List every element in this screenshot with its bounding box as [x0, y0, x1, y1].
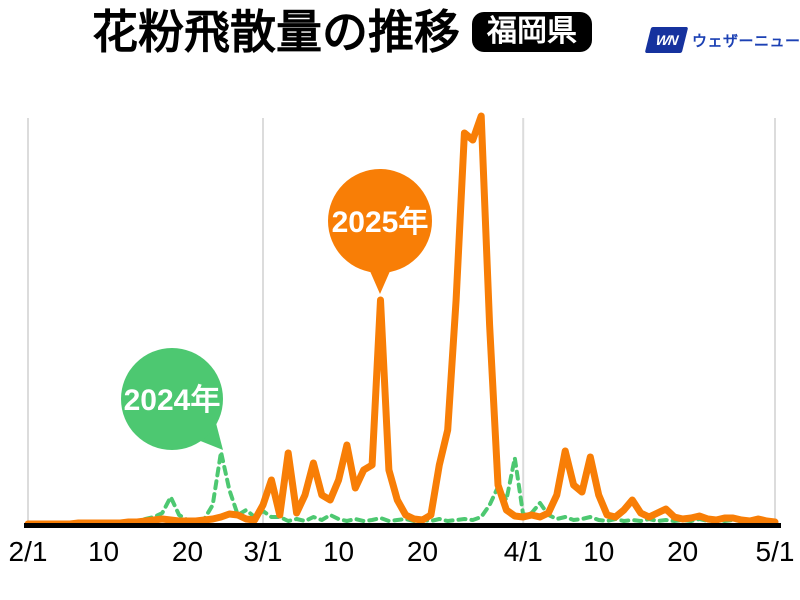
annotation-bubble-2025: 2025年 [328, 169, 432, 294]
wn-logo-letters: WN [654, 32, 679, 48]
gridlines-group [27, 118, 776, 525]
region-badge: 福岡県 [472, 12, 592, 52]
bubble-label: 2024年 [124, 384, 221, 417]
annotation-bubble-2024: 2024年 [121, 348, 223, 450]
series-line-2025 [24, 112, 779, 528]
wn-logo-icon: WN [644, 27, 689, 53]
annotation-bubbles-group: 2024年 2025年 [121, 169, 432, 450]
page-title: 花粉飛散量の推移 [92, 6, 460, 58]
x-axis-group [24, 523, 781, 528]
bubble-circle [121, 348, 223, 450]
bubble-tail [193, 423, 223, 450]
header: 花粉飛散量の推移 福岡県 [92, 4, 592, 60]
series-group [24, 112, 779, 528]
bubble-label: 2025年 [332, 206, 429, 239]
bubble-circle [328, 169, 432, 273]
x-axis-line [24, 523, 781, 528]
weathernews-logo: WN ウェザーニュース [644, 27, 800, 53]
weathernews-logo-text: ウェザーニュース [692, 32, 800, 50]
